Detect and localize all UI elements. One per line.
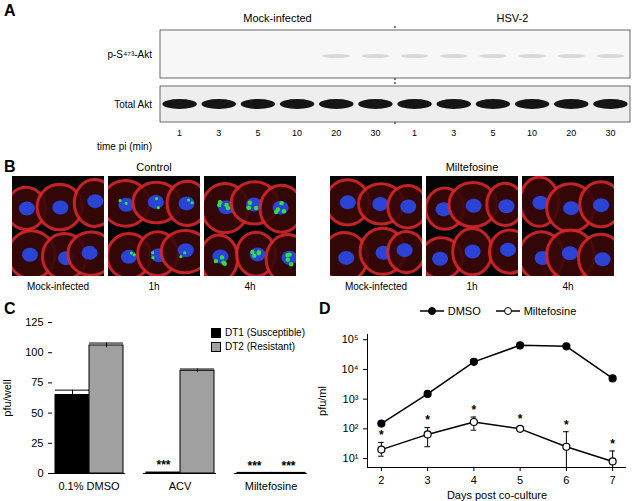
svg-text:20: 20: [331, 128, 341, 138]
svg-text:A: A: [4, 2, 16, 19]
svg-text:Miltefosine: Miltefosine: [446, 161, 499, 173]
html-text:DT1 (Susceptible): DT1 (Susceptible): [225, 327, 305, 338]
svg-text:10³: 10³: [343, 393, 359, 405]
svg-text:1h: 1h: [148, 281, 159, 292]
svg-text:ACV: ACV: [169, 480, 192, 492]
svg-text:6: 6: [563, 474, 569, 486]
svg-text:5: 5: [517, 474, 523, 486]
svg-text:10²: 10²: [343, 422, 359, 434]
svg-text:HSV-2: HSV-2: [497, 12, 529, 24]
svg-text:p-S⁴⁷³-Akt: p-S⁴⁷³-Akt: [107, 49, 152, 60]
svg-text:100: 100: [25, 346, 43, 358]
svg-text:10⁵: 10⁵: [342, 333, 359, 345]
svg-text:B: B: [4, 158, 16, 175]
svg-text:Mock-infected: Mock-infected: [243, 12, 311, 24]
svg-text:3: 3: [216, 128, 221, 138]
svg-text:10¹: 10¹: [343, 452, 359, 464]
svg-text:4h: 4h: [562, 281, 573, 292]
html-text:DT2 (Resistant): DT2 (Resistant): [225, 341, 295, 352]
html-text:DMSO: DMSO: [447, 305, 481, 317]
svg-text:30: 30: [605, 128, 615, 138]
svg-text:Control: Control: [136, 161, 171, 173]
svg-text:*: *: [518, 412, 523, 426]
svg-text:***: ***: [247, 459, 261, 473]
svg-text:4h: 4h: [244, 281, 255, 292]
svg-text:50: 50: [31, 407, 43, 419]
svg-text:*: *: [472, 403, 477, 417]
svg-text:Mock-infected: Mock-infected: [27, 281, 89, 292]
svg-text:Mock-infected: Mock-infected: [345, 281, 407, 292]
svg-text:3: 3: [425, 474, 431, 486]
html-text:D: D: [319, 300, 331, 317]
svg-text:***: ***: [156, 458, 170, 472]
svg-text:1: 1: [177, 128, 182, 138]
svg-text:7: 7: [610, 474, 616, 486]
svg-text:5: 5: [490, 128, 495, 138]
html-text:Miltefosine: Miltefosine: [523, 305, 577, 317]
svg-text:4: 4: [471, 474, 477, 486]
svg-text:Total Akt: Total Akt: [114, 99, 152, 110]
svg-text:125: 125: [25, 316, 43, 328]
svg-text:*: *: [610, 437, 615, 451]
svg-text:pfu/well: pfu/well: [1, 379, 13, 416]
svg-text:20: 20: [566, 128, 576, 138]
svg-text:5: 5: [255, 128, 260, 138]
svg-text:0: 0: [37, 467, 43, 479]
svg-text:pfu/ml: pfu/ml: [316, 386, 328, 416]
svg-text:10⁴: 10⁴: [342, 363, 359, 375]
svg-text:2: 2: [378, 474, 384, 486]
svg-text:30: 30: [370, 128, 380, 138]
svg-text:Miltefosine: Miltefosine: [245, 480, 298, 492]
svg-text:Days post co-culture: Days post co-culture: [447, 489, 547, 501]
svg-text:25: 25: [31, 437, 43, 449]
svg-text:***: ***: [281, 459, 295, 473]
svg-text:10: 10: [292, 128, 302, 138]
svg-text:10: 10: [527, 128, 537, 138]
svg-text:*: *: [379, 428, 384, 442]
svg-text:0.1% DMSO: 0.1% DMSO: [58, 480, 120, 492]
svg-text:*: *: [425, 413, 430, 427]
svg-text:*: *: [564, 418, 569, 432]
svg-text:time pi (min): time pi (min): [97, 141, 152, 152]
svg-text:1h: 1h: [466, 281, 477, 292]
svg-text:3: 3: [451, 128, 456, 138]
html-text:C: C: [4, 300, 16, 317]
svg-text:75: 75: [31, 376, 43, 388]
svg-text:1: 1: [412, 128, 417, 138]
